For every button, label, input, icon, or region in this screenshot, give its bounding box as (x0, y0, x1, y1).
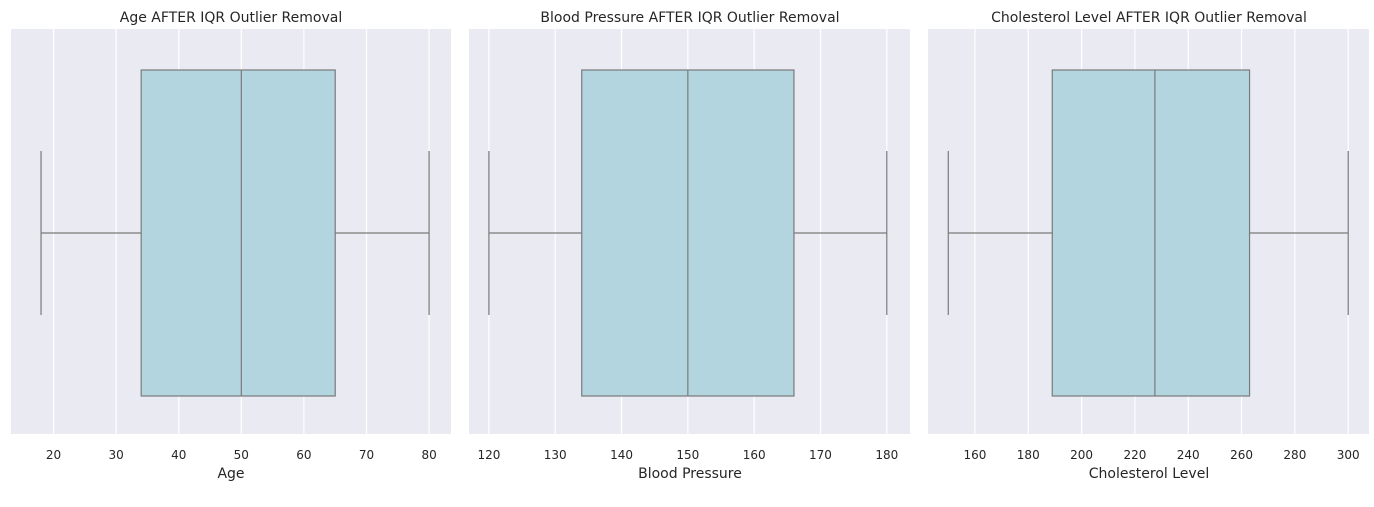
x-tick-label: 40 (171, 448, 186, 462)
x-tick-label: 80 (421, 448, 436, 462)
x-ticks: 160 180 200 220 240 260 280 300 (963, 448, 1359, 462)
chart-panel-age: Age AFTER IQR Outlier Removal 20 30 40 50 60… (11, 10, 451, 482)
x-tick-label: 30 (109, 448, 124, 462)
boxplot (40, 69, 430, 397)
iqr-box (140, 69, 336, 397)
chart-panel-cholesterol: Cholesterol Level AFTER IQR Outlier Remo… (928, 10, 1369, 482)
x-tick-label: 160 (963, 448, 986, 462)
x-ticks: 120 130 140 150 160 170 180 (477, 448, 898, 462)
x-tick-label: 150 (676, 448, 699, 462)
x-tick-label: 180 (875, 448, 898, 462)
x-tick-label: 20 (46, 448, 61, 462)
x-tick-label: 240 (1177, 448, 1200, 462)
x-tick-label: 200 (1070, 448, 1093, 462)
x-tick-label: 140 (610, 448, 633, 462)
x-tick-label: 160 (743, 448, 766, 462)
x-axis-label: Cholesterol Level (1089, 466, 1209, 482)
chart-title: Age AFTER IQR Outlier Removal (120, 10, 342, 26)
boxplot (488, 69, 888, 397)
chart-panel-blood-pressure: Blood Pressure AFTER IQR Outlier Removal… (469, 10, 910, 482)
x-axis-label: Age (217, 466, 244, 482)
x-tick-label: 170 (809, 448, 832, 462)
x-tick-label: 260 (1230, 448, 1253, 462)
x-tick-label: 50 (234, 448, 249, 462)
x-tick-label: 180 (1017, 448, 1040, 462)
iqr-box (1051, 69, 1251, 397)
x-tick-label: 280 (1283, 448, 1306, 462)
x-ticks: 20 30 40 50 60 70 80 (46, 448, 437, 462)
boxplot (947, 69, 1349, 397)
x-tick-label: 220 (1123, 448, 1146, 462)
x-tick-label: 120 (477, 448, 500, 462)
x-tick-label: 300 (1337, 448, 1360, 462)
chart-title: Blood Pressure AFTER IQR Outlier Removal (540, 10, 839, 26)
x-tick-label: 130 (544, 448, 567, 462)
x-axis-label: Blood Pressure (638, 466, 742, 482)
x-tick-label: 60 (296, 448, 311, 462)
x-tick-label: 70 (359, 448, 374, 462)
chart-title: Cholesterol Level AFTER IQR Outlier Remo… (991, 10, 1307, 26)
